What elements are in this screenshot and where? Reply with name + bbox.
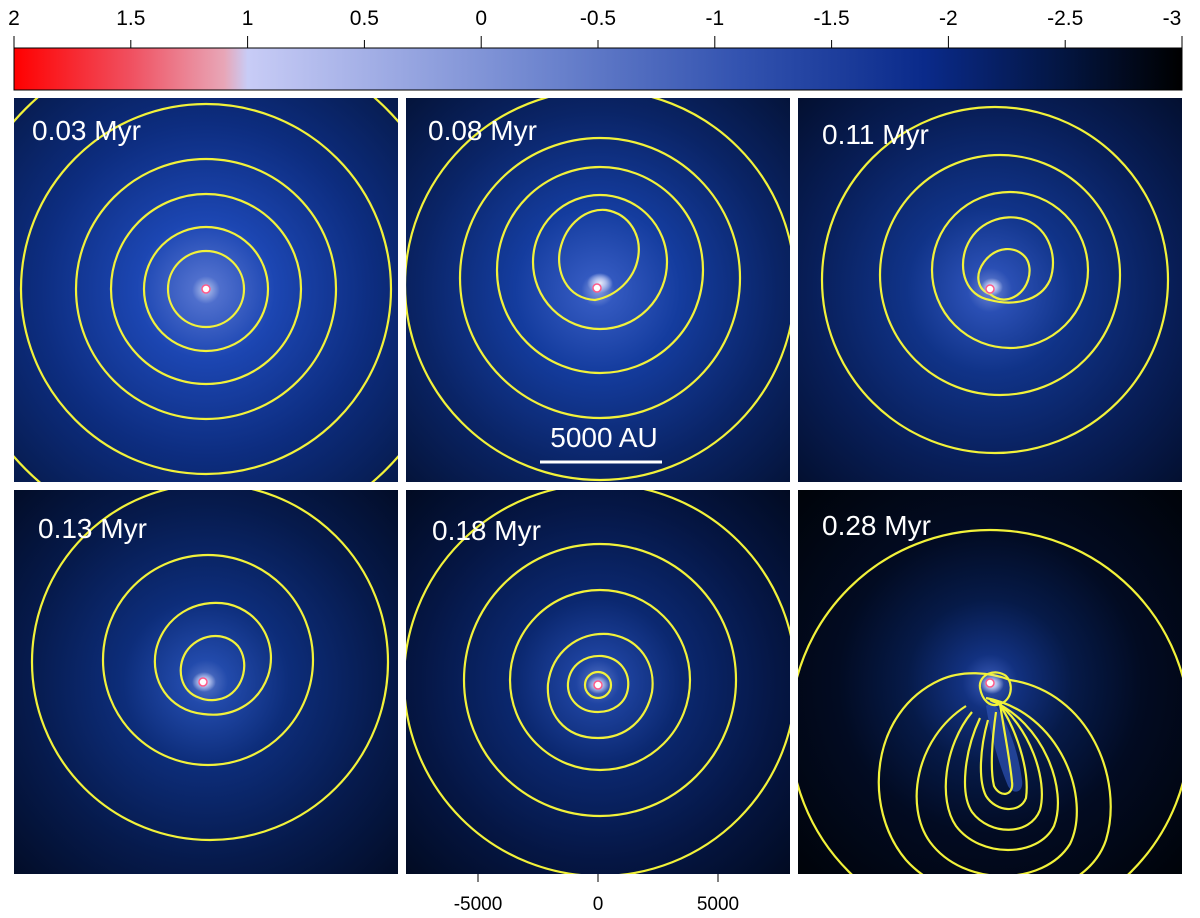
colorbar-tick-label: 1 (242, 7, 254, 30)
protostar-core (985, 678, 995, 688)
colorbar-tick-label: 2 (8, 7, 20, 30)
panel-3: 0.11 Myr (798, 98, 1182, 482)
time-label: 0.08 Myr (428, 115, 537, 146)
x-axis-tick-label: -5000 (454, 894, 503, 915)
density-contours (820, 105, 1170, 455)
protostar-core (593, 680, 603, 690)
x-axis-tick-label: 0 (593, 894, 604, 915)
colorbar-tick-label: -0.5 (580, 7, 616, 30)
colorbar-tick-label: -2.5 (1047, 7, 1083, 30)
colorbar-tick-label: -1 (705, 7, 724, 30)
colorbar-gradient (13, 47, 1183, 91)
panel-4: 0.13 Myr (14, 490, 398, 874)
colorbar-ticks (13, 36, 1183, 48)
protostar-core (985, 284, 995, 294)
panel-1: 0.03 Myr (14, 98, 398, 482)
colorbar-tick-label: 0.5 (350, 7, 379, 30)
time-label: 0.13 Myr (38, 513, 147, 544)
density-contours (798, 528, 1182, 874)
protostar-core (201, 284, 211, 294)
panel-5: 0.18 Myr (406, 490, 790, 874)
protostar-core (592, 283, 602, 293)
density-contours (14, 98, 398, 482)
time-label: 0.18 Myr (432, 515, 541, 546)
density-contours (30, 490, 390, 842)
time-label: 0.11 Myr (822, 119, 929, 150)
colorbar: 2 1.5 1 0.5 0 -0.5 -1 -1.5 -2 -2.5 -3 (8, 7, 1183, 91)
scale-bar-label: 5000 AU (550, 422, 657, 453)
protostar-core (198, 677, 208, 687)
time-label: 0.28 Myr (822, 510, 931, 541)
colorbar-tick-label: 1.5 (116, 7, 145, 30)
time-label: 0.03 Myr (32, 115, 141, 146)
density-contours (406, 98, 790, 482)
panel-2: 0.08 Myr 5000 AU (406, 98, 790, 482)
colorbar-tick-label: 0 (475, 7, 487, 30)
colorbar-tick-label: -1.5 (814, 7, 850, 30)
x-axis-tick-label: 5000 (697, 894, 739, 915)
x-axis: -5000 0 5000 (454, 874, 739, 915)
panel-6: 0.28 Myr (798, 490, 1182, 874)
colorbar-tick-label: -3 (1163, 7, 1182, 30)
density-contours (406, 490, 790, 874)
colorbar-tick-label: -2 (939, 7, 958, 30)
